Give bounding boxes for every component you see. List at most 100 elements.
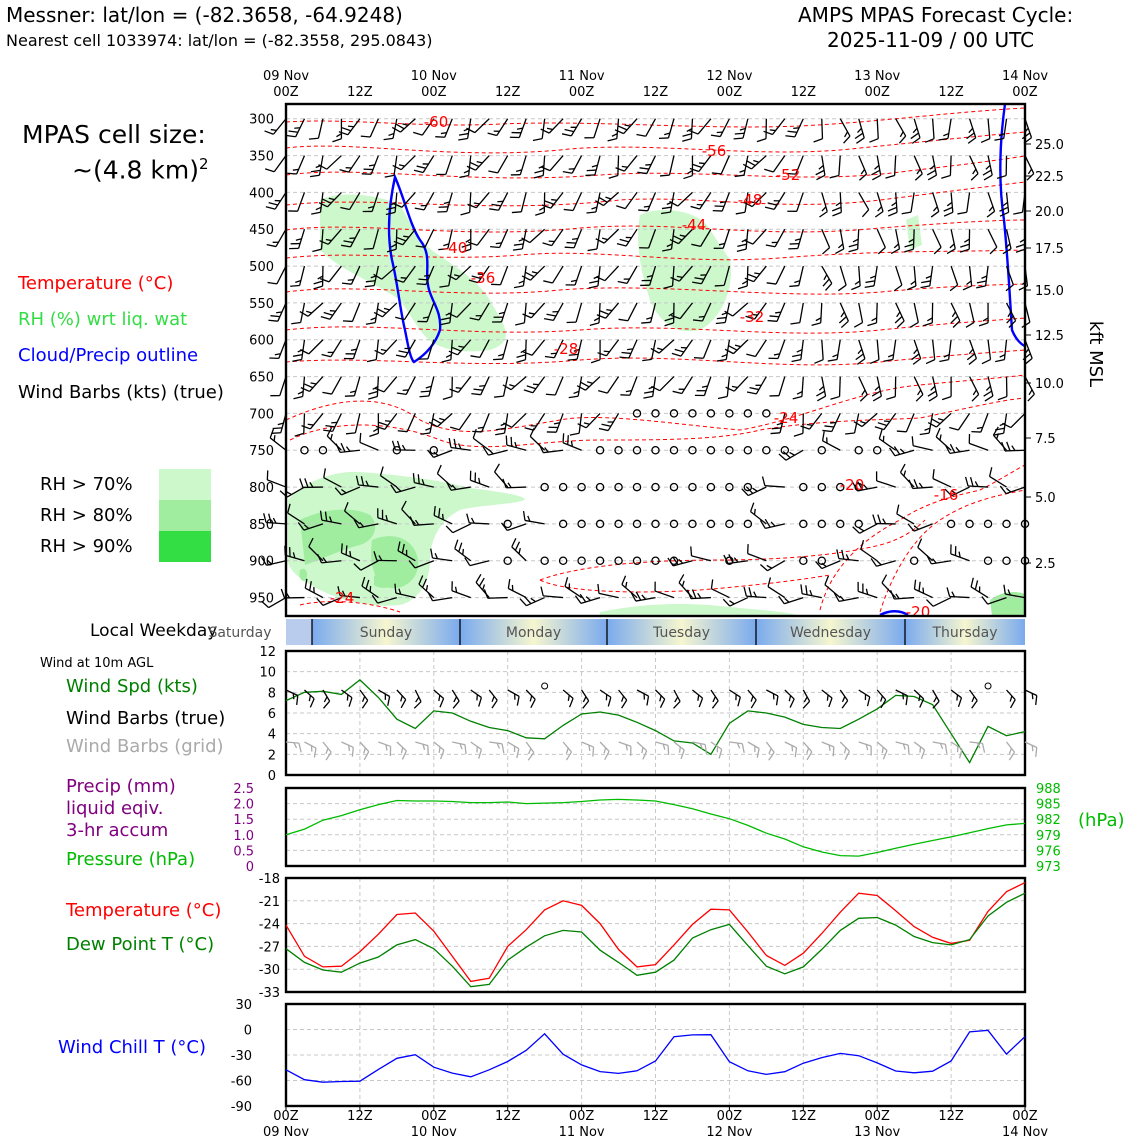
wind-barb [353, 560, 379, 571]
wind-barb-staff [876, 118, 879, 139]
wind-barb-staff [858, 266, 861, 287]
wind-barb [662, 229, 675, 252]
wind-barb-flag [374, 387, 385, 393]
wind-barb-staff [858, 689, 871, 698]
temperature-contour [539, 574, 831, 593]
wind-barb-flag [943, 206, 953, 212]
wind-barb-flag [852, 526, 860, 534]
calm-circle [965, 519, 974, 529]
wind-barb-flag [1027, 393, 1035, 402]
wind-barb-flag [289, 247, 299, 250]
wind-barb [768, 339, 786, 360]
wind-barb [433, 505, 453, 525]
wind-barb-flag [264, 130, 274, 135]
wind-barb-flag [711, 700, 719, 709]
wind-barb-flag [448, 312, 458, 318]
wind-barb-flag [939, 434, 942, 441]
bottom-tick-time: 00Z [421, 1109, 447, 1124]
wind-barb-flag [582, 696, 587, 703]
wind-barb [416, 265, 435, 286]
weekday-band [756, 619, 905, 645]
wind-barb [932, 741, 948, 754]
wind-barb-flag [789, 243, 800, 245]
wind-barb [932, 689, 940, 709]
wind-barb-flag [946, 248, 956, 255]
temperature-contour [285, 249, 1026, 261]
wind-barb [672, 376, 694, 395]
wind-barb [373, 265, 398, 280]
wind-barb [893, 265, 903, 292]
wind-barb-flag [500, 522, 508, 531]
wind-barb-staff [796, 192, 804, 212]
wind-barb-staff [876, 228, 886, 248]
wind-barb-staff [401, 508, 416, 525]
wind-barb-flag [413, 701, 422, 709]
wind-barb-flag [694, 277, 704, 280]
wind-barb-staff [876, 741, 888, 752]
calm-circle [688, 409, 697, 418]
wind-barb [361, 576, 379, 599]
wind-barb-staff [895, 265, 903, 286]
wind-speed-tick-label: 12 [259, 645, 276, 660]
wind-barb-flag [616, 205, 626, 210]
wind-barb-flag [595, 238, 605, 244]
wind-barb [946, 587, 970, 599]
wind-barb-flag [664, 317, 674, 322]
wind-barb-flag [540, 586, 544, 596]
wind-barb-staff [950, 192, 954, 213]
wind-barb-flag [427, 449, 435, 458]
calm-circle [817, 519, 827, 529]
wind-barb [786, 155, 804, 175]
wind-barb-flag [451, 581, 453, 591]
cell-size-value: ~(4.8 km)2 [72, 155, 209, 184]
wind-barb-flag [618, 125, 628, 131]
wind-barb [378, 741, 392, 756]
wind-barb-staff [839, 265, 847, 286]
wind-barb-staff [636, 741, 648, 752]
wind-barb-staff [821, 228, 831, 248]
wind-barb-flag [272, 241, 279, 243]
wind-barb [373, 551, 397, 562]
wind-barb-staff [678, 265, 693, 282]
wind-barb-staff [307, 302, 324, 317]
wind-barb-flag [857, 348, 863, 355]
wind-barb-flag [568, 353, 579, 356]
wind-barb [853, 412, 878, 428]
wind-barb-flag [670, 276, 680, 282]
wind-barb-staff [432, 557, 453, 562]
wind-barb-staff [1004, 449, 1026, 452]
wind-barb-flag [749, 502, 755, 512]
wind-barb-staff [699, 192, 712, 210]
wind-barb [470, 689, 483, 707]
wind-barb-staff [304, 587, 324, 599]
wind-barb-flag [292, 552, 296, 559]
wind-barb-flag [650, 347, 660, 354]
wind-barb-staff [450, 446, 471, 451]
wind-10m-label: Wind at 10m AGL [40, 656, 154, 671]
wind-barb [500, 522, 527, 532]
wind-barb-flag [694, 394, 705, 397]
wind-barb-flag [856, 358, 866, 365]
wind-barb-flag [360, 135, 371, 138]
wind-barb [791, 339, 804, 363]
wind-barb-flag [345, 446, 351, 452]
wind-barb [1005, 265, 1014, 292]
wind-barb-flag [976, 280, 987, 284]
wind-barb-flag [741, 488, 749, 496]
wind-barb [747, 544, 767, 562]
wind-barb-flag [716, 358, 727, 362]
wind-barb [483, 589, 508, 599]
wind-barb-flag [439, 417, 446, 421]
wind-barb-staff [519, 155, 527, 175]
wind-barb [630, 591, 656, 602]
wind-barb-flag [605, 694, 608, 701]
wind-barb-flag [294, 432, 304, 437]
wind-barb-flag [372, 385, 379, 390]
wind-barb [368, 376, 380, 400]
wind-barb-flag [497, 200, 504, 203]
wind-barb-flag [473, 388, 483, 391]
wind-barb-flag [416, 165, 427, 169]
wind-barb-staff [436, 473, 453, 488]
wind-barb-flag [385, 744, 388, 751]
